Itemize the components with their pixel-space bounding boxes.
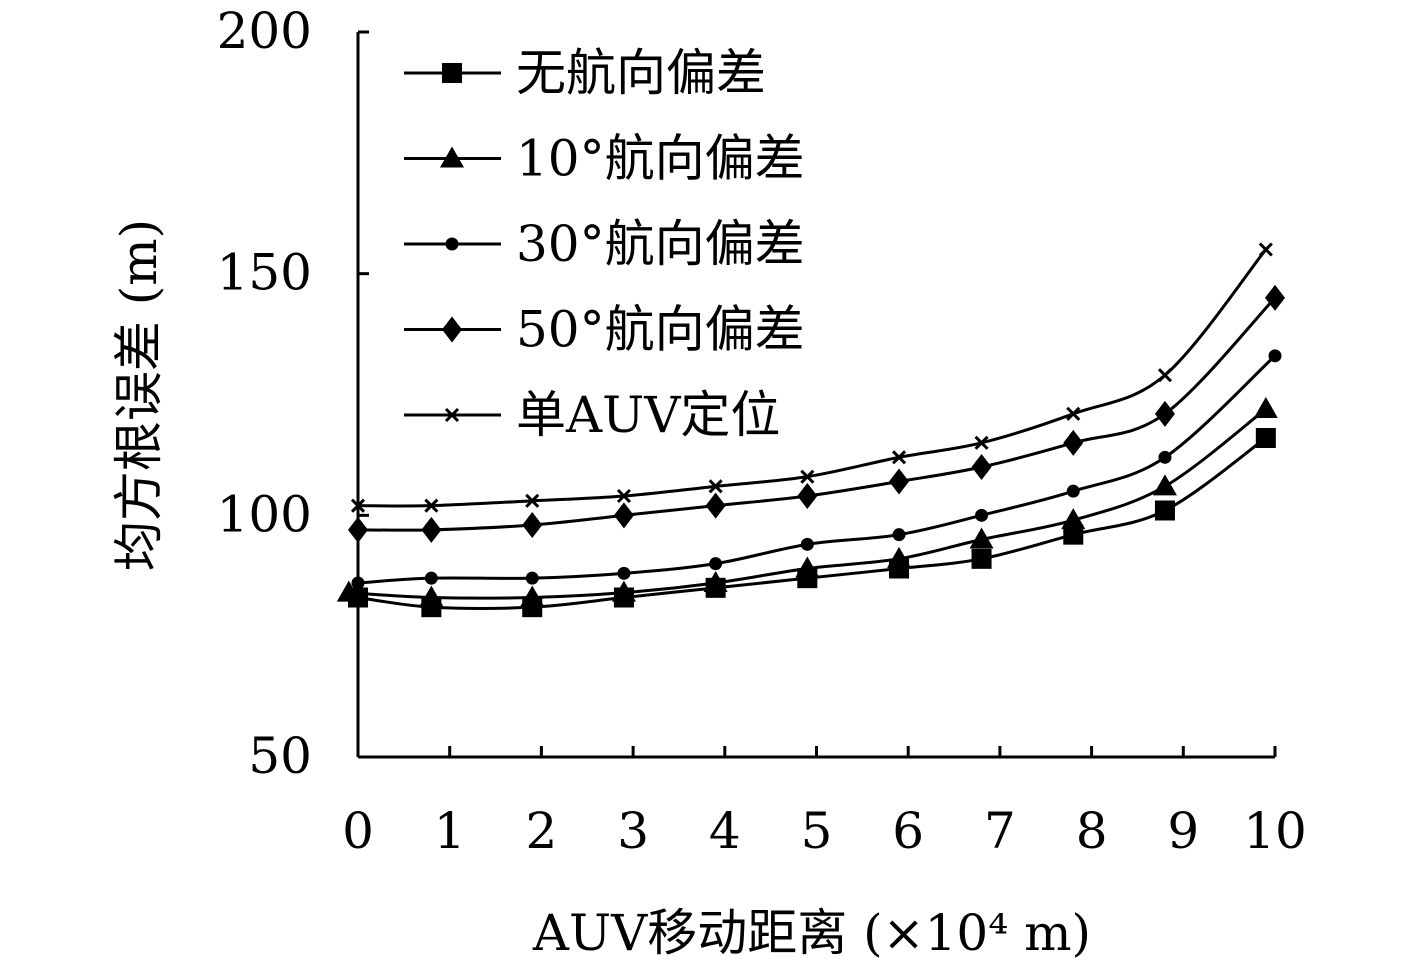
legend-square-marker <box>442 63 462 83</box>
ticks: 50 100 150 200 0 1 2 3 4 5 6 7 8 9 10 <box>217 2 1307 860</box>
square-marker <box>971 548 992 569</box>
circle-marker <box>351 576 365 590</box>
x-tick-label: 2 <box>525 802 557 860</box>
series-line <box>357 248 1268 508</box>
diamond-marker <box>421 516 442 543</box>
circle-marker <box>1066 484 1080 498</box>
legend-triangle-marker <box>440 146 464 168</box>
triangle-marker <box>887 546 912 568</box>
diamond-marker <box>1265 284 1285 311</box>
x-tick-label: 10 <box>1243 802 1307 860</box>
series-line <box>357 296 1277 532</box>
legend-label: 30°航向偏差 <box>516 215 805 273</box>
diamond-marker <box>797 483 818 509</box>
y-tick-label: 150 <box>217 244 312 302</box>
circle-marker <box>424 571 438 585</box>
legend-diamond-marker <box>442 316 462 343</box>
legend-x-marker <box>444 407 460 423</box>
circle-marker <box>800 537 814 551</box>
x-tick-label: 0 <box>342 802 374 860</box>
x-tick-label: 5 <box>801 802 833 860</box>
diamond-marker <box>1063 429 1084 456</box>
diamond-marker <box>348 516 368 543</box>
circle-marker <box>1268 349 1282 363</box>
diamond-marker <box>613 502 634 529</box>
x-tick-label: 9 <box>1167 802 1199 860</box>
x-tick-label: 6 <box>892 802 924 860</box>
square-marker <box>1255 428 1276 448</box>
legend-label: 单AUV定位 <box>516 386 780 444</box>
x-marker <box>1258 242 1273 257</box>
x-marker <box>974 435 989 450</box>
x-marker <box>800 469 815 484</box>
x-tick-label: 3 <box>617 802 649 860</box>
triangle-marker <box>1152 474 1177 496</box>
legend-circle-marker <box>445 237 459 251</box>
triangle-marker <box>795 556 820 578</box>
y-tick-label: 100 <box>217 485 312 543</box>
legend-label: 10°航向偏差 <box>516 130 805 188</box>
x-marker <box>891 450 907 465</box>
legend-label: 50°航向偏差 <box>516 301 805 359</box>
x-tick-label: 4 <box>709 802 741 860</box>
x-tick-label: 1 <box>434 802 466 860</box>
diamond-marker <box>889 468 910 495</box>
x-marker <box>1066 406 1081 421</box>
diamond-marker <box>522 512 543 538</box>
series-curves <box>348 248 1277 610</box>
legend-label: 无航向偏差 <box>516 44 766 102</box>
diamond-marker <box>1154 400 1175 427</box>
triangle-marker <box>1253 397 1278 418</box>
x-marker <box>350 498 366 513</box>
series-markers <box>336 242 1285 618</box>
series-line <box>357 354 1277 585</box>
triangle-marker <box>419 585 444 607</box>
circle-marker <box>1158 450 1172 464</box>
triangle-marker <box>1061 508 1086 530</box>
y-tick-label: 200 <box>217 2 312 60</box>
x-marker <box>525 493 540 508</box>
x-marker <box>424 498 439 513</box>
triangle-marker <box>336 580 361 602</box>
x-marker <box>1157 368 1173 383</box>
square-marker <box>1063 524 1084 545</box>
circle-marker <box>709 557 723 571</box>
square-marker <box>1154 500 1175 521</box>
x-marker <box>708 479 723 494</box>
x-tick-label: 7 <box>984 802 1016 860</box>
triangle-marker <box>611 580 636 602</box>
y-tick-label: 50 <box>248 727 312 785</box>
triangle-marker <box>520 585 545 607</box>
circle-marker <box>617 566 631 580</box>
circle-marker <box>975 508 989 522</box>
x-tick-label: 8 <box>1076 802 1108 860</box>
circle-marker <box>525 571 539 585</box>
triangle-marker <box>969 527 994 549</box>
diamond-marker <box>705 492 726 519</box>
triangle-marker <box>703 571 728 592</box>
x-axis-title: AUV移动距离 (×10⁴ m) <box>532 904 1091 962</box>
circle-marker <box>892 528 906 542</box>
y-axis-title: 均方根误差 (m) <box>110 219 168 571</box>
diamond-marker <box>971 454 992 480</box>
x-marker <box>616 488 631 504</box>
